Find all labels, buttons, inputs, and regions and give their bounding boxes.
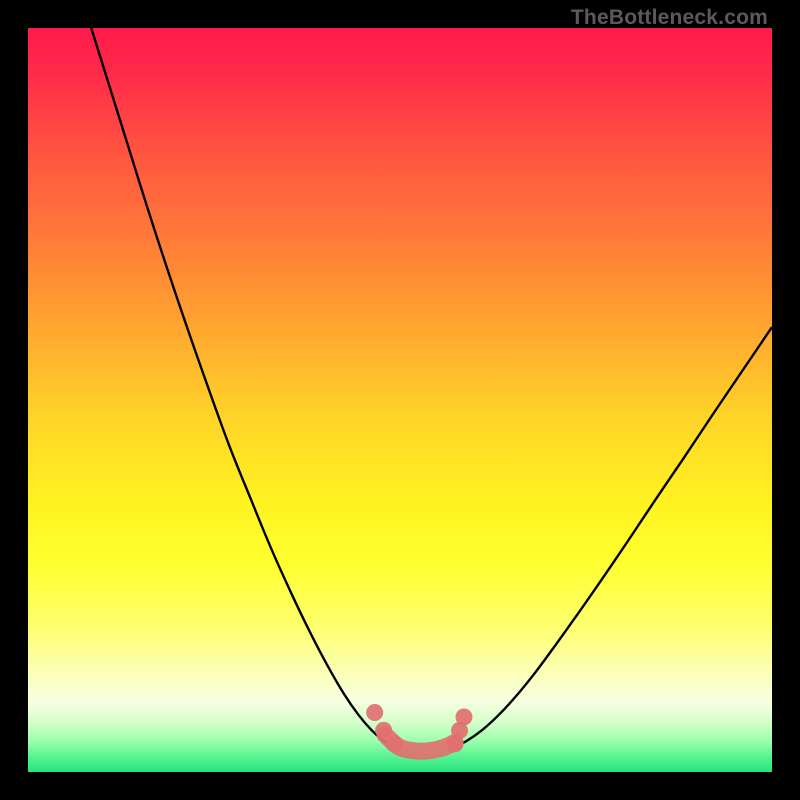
watermark-text: TheBottleneck.com — [571, 6, 768, 30]
chart-frame: TheBottleneck.com — [0, 0, 800, 800]
right-curve — [455, 327, 772, 747]
curves-layer — [28, 28, 772, 772]
plot-area — [28, 28, 772, 772]
left-curve — [91, 28, 393, 747]
